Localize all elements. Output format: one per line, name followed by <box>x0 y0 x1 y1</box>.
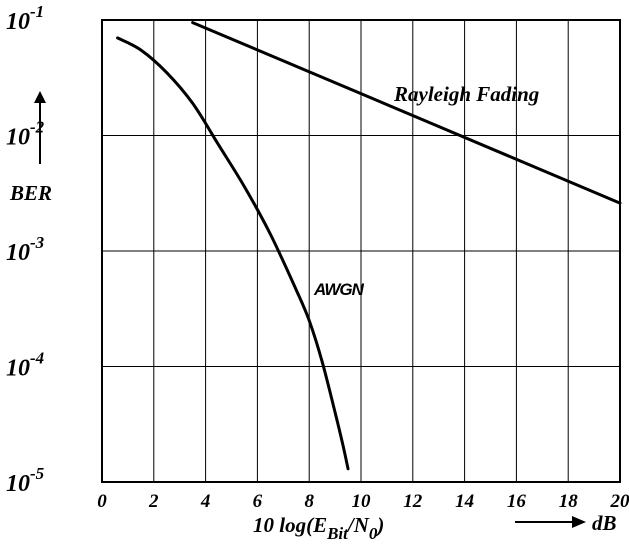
x-tick-label: 4 <box>200 491 211 512</box>
x-tick-label: 6 <box>253 491 263 512</box>
x-axis-arrowhead <box>572 516 586 528</box>
y-tick-label: 10-1 <box>6 2 44 35</box>
x-tick-label: 8 <box>304 491 314 512</box>
y-axis-label: BER <box>9 181 52 205</box>
x-tick-label: 16 <box>507 491 527 512</box>
x-tick-label: 2 <box>148 491 159 512</box>
series-line-rayleigh-fading <box>191 21 622 205</box>
x-tick-label: 10 <box>352 491 372 512</box>
series-label-awgn: AWGN <box>313 280 365 299</box>
x-tick-label: 14 <box>455 491 474 512</box>
series-label-rayleigh: Rayleigh Fading <box>393 82 539 106</box>
grid <box>101 19 621 483</box>
y-axis-arrowhead <box>34 91 46 103</box>
tick-labels: 0 2 4 6 8 10 12 14 16 18 20 10-1 10-2 10-3 10-4 10-5 <box>6 2 629 512</box>
y-tick-label: 10-4 <box>6 349 44 382</box>
x-tick-label: 12 <box>403 491 423 512</box>
x-axis-label: 10 log(EBit/N0) <box>253 513 384 543</box>
x-tick-label: 18 <box>559 491 579 512</box>
series-line-awgn <box>116 36 350 471</box>
x-tick-label: 0 <box>97 491 107 512</box>
y-tick-label: 10-5 <box>6 464 45 497</box>
plot-frame <box>101 19 621 483</box>
x-tick-label: 20 <box>610 491 629 512</box>
x-axis-unit: dB <box>592 511 617 535</box>
series-group <box>116 21 622 471</box>
axis-arrows <box>34 91 586 528</box>
y-tick-label: 10-3 <box>6 233 45 266</box>
y-tick-label: 10-2 <box>6 118 45 151</box>
